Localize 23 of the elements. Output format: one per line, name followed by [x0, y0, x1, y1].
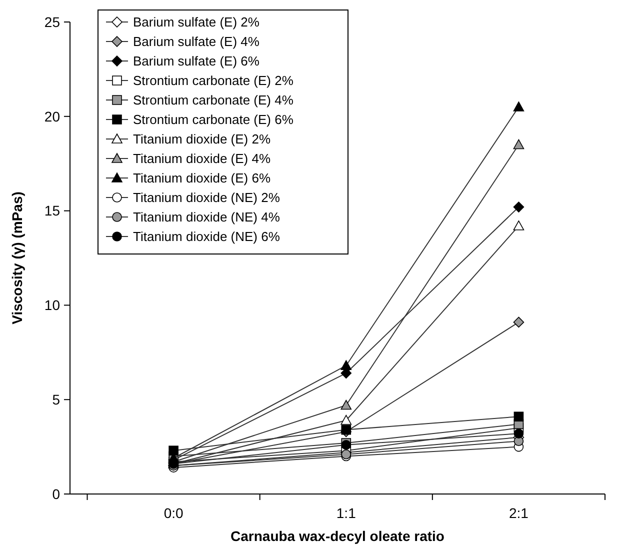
y-tick-label: 20 — [44, 108, 60, 124]
legend-label: Strontium carbonate (E) 6% — [133, 112, 294, 128]
legend-label: Titanium dioxide (E) 2% — [133, 132, 271, 147]
legend-label: Titanium dioxide (NE) 4% — [133, 210, 280, 225]
legend-label: Barium sulfate (E) 2% — [133, 14, 260, 30]
legend-label: Titanium dioxide (NE) 2% — [133, 190, 280, 206]
legend-label: Titanium dioxide (E) 4% — [133, 151, 271, 166]
x-tick-label: 0:0 — [164, 505, 184, 521]
x-tick-label: 2:1 — [508, 505, 529, 521]
y-axis-title: Viscosity (γ) (mPas) — [9, 192, 25, 324]
y-tick-label: 0 — [52, 486, 60, 502]
legend-label: Strontium carbonate (E) 2% — [133, 73, 294, 88]
legend-label: Barium sulfate (E) 4% — [133, 34, 260, 50]
legend-label: Titanium dioxide (NE) 6% — [133, 229, 280, 244]
x-axis-title: Carnauba wax-decyl oleate ratio — [230, 528, 444, 544]
x-tick-label: 1:1 — [336, 505, 356, 521]
y-tick-label: 5 — [52, 392, 60, 408]
y-tick-label: 10 — [44, 297, 60, 314]
y-tick-label: 25 — [44, 14, 60, 30]
legend-label: Titanium dioxide (E) 6% — [133, 170, 271, 186]
legend-label: Strontium carbonate (E) 4% — [133, 92, 294, 108]
legend-label: Barium sulfate (E) 6% — [133, 54, 260, 69]
y-tick-label: 15 — [44, 202, 60, 219]
